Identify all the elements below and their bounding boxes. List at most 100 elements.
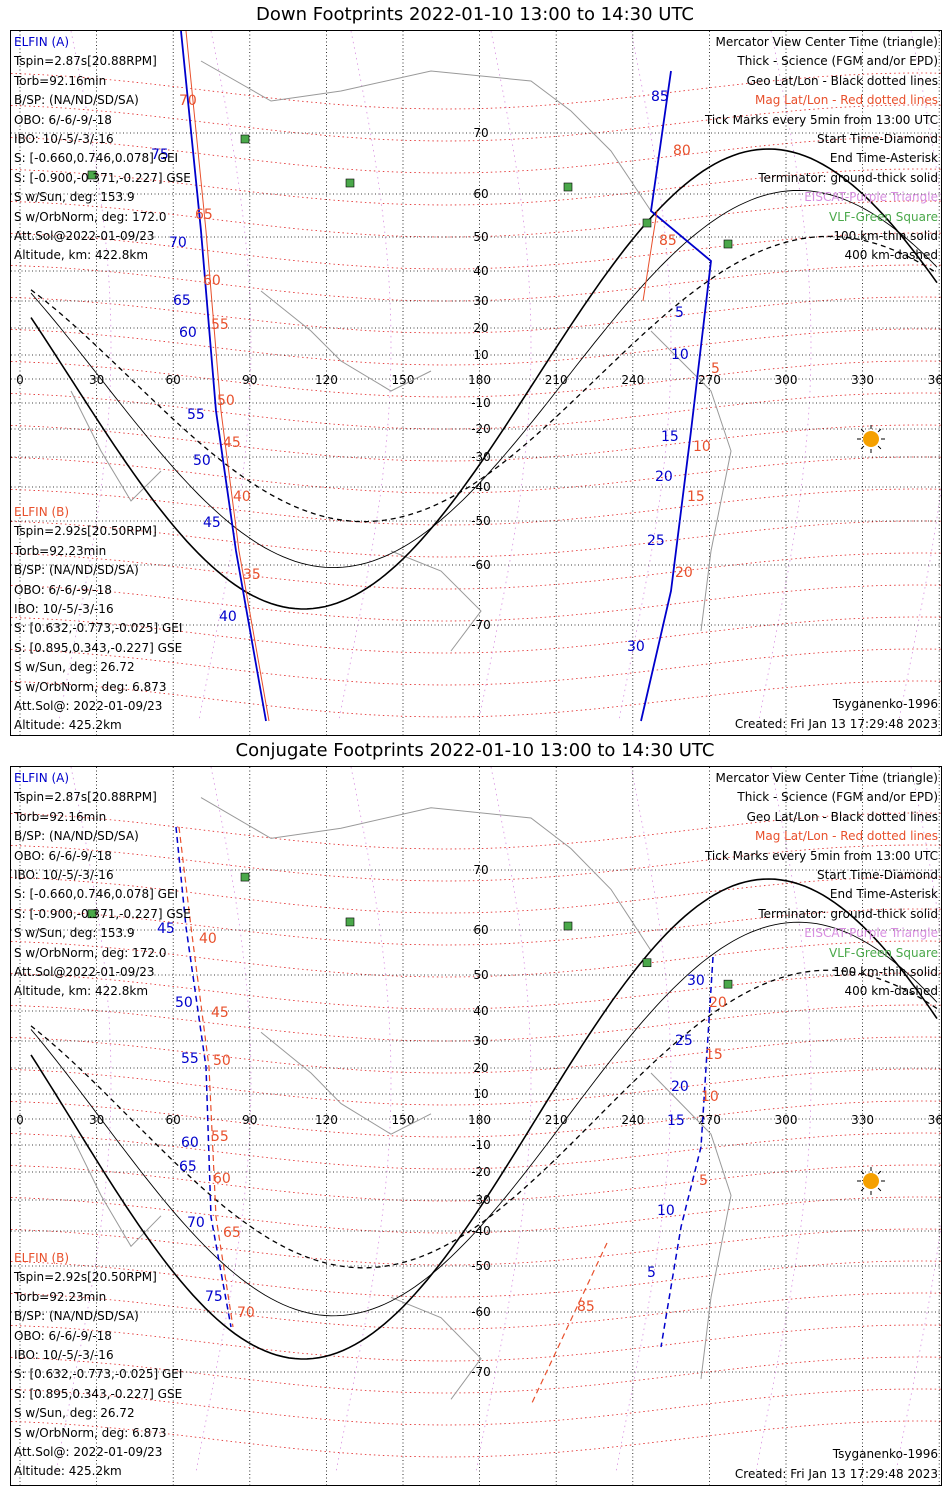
lat-tick-label: -70	[471, 618, 491, 632]
info-line: IBO: 10/-5/-3/-16	[14, 1348, 114, 1363]
info-line: S: [-0.900,-0.371,-0.227] GSE	[14, 170, 191, 185]
info-line: IBO: 10/-5/-3/-16	[14, 132, 114, 147]
sat-b-mag-tick-label: 5	[699, 1173, 708, 1189]
lon-tick-label: 30	[89, 1113, 104, 1127]
vlf-station-square	[642, 218, 652, 228]
model-label: Tsyganenko-1996	[832, 1447, 938, 1461]
lat-tick-label: 10	[473, 348, 488, 362]
sat-b-mag-tick-label: 80	[673, 143, 691, 159]
sat-b-track-tick-label: 20	[655, 469, 673, 485]
vlf-station-square	[723, 239, 733, 249]
info-line: Altitude, km: 422.8km	[14, 248, 149, 263]
info-line: S w/Sun, deg: 153.9	[14, 190, 135, 205]
lat-tick-label: 50	[473, 230, 488, 244]
lat-tick-label: -60	[471, 1305, 491, 1319]
info-line: OBO: 6/-6/-9/-18	[14, 582, 112, 597]
sat-a-track-tick-label: 75	[205, 1289, 223, 1305]
legend-entry: VLF-Green Square	[829, 209, 938, 224]
lon-tick-label: 180	[468, 373, 491, 387]
lat-tick-label: 50	[473, 968, 488, 982]
sat-a-header: ELFIN (A)	[14, 771, 70, 785]
lon-tick-label: 360	[928, 373, 941, 387]
legend-entry: 400 km-dashed	[844, 984, 938, 999]
info-line: IBO: 10/-5/-3/-16	[14, 868, 114, 883]
sat-a-track-tick-label: 40	[219, 609, 237, 625]
sat-b-track	[640, 70, 712, 722]
legend-entry: Thick - Science (FGM and/or EPD)	[737, 54, 938, 69]
info-line: Altitude: 425.2km	[14, 1464, 122, 1479]
terminator-ground	[30, 878, 938, 1360]
lat-tick-label: 20	[473, 321, 488, 335]
sat-a-mag-tick-label: 40	[199, 931, 217, 947]
sat-a-info: ELFIN (A) Tspin=2.87s[20.88RPM] Torb=92.1…	[14, 769, 191, 1002]
lat-tick-label: -50	[471, 514, 491, 528]
sat-b-mag-tick-label: 20	[709, 995, 727, 1011]
lon-tick-label: 360	[928, 1113, 941, 1127]
sat-a-track-tick-label: 45	[157, 921, 175, 937]
info-line: Tspin=2.92s[20.50RPM]	[14, 524, 157, 539]
info-line: S w/OrbNorm, deg: 172.0	[14, 209, 167, 224]
legend-entry: 100 km-thin solid	[833, 229, 938, 244]
sat-a-mag-tick-label: 60	[213, 1171, 231, 1187]
legend-entry: Geo Lat/Lon - Black dotted lines	[746, 809, 938, 824]
lon-tick-label: 60	[166, 1113, 181, 1127]
sat-b-mag	[642, 210, 658, 302]
sat-a-track-tick-label: 70	[187, 1215, 205, 1231]
sat-a-track-tick-label: 60	[181, 1135, 199, 1151]
sat-b-lines: Tspin=2.92s[20.50RPM] Torb=92.23min B/SP: …	[14, 522, 182, 735]
sat-a-mag-tick-label: 70	[237, 1305, 255, 1321]
vlf-station-square	[563, 921, 573, 931]
legend-entry: Start Time-Diamond	[816, 132, 938, 147]
legend-entry: End Time-Asterisk	[829, 887, 938, 902]
info-line: S: [0.632,-0.773,-0.025] GEI	[14, 1367, 183, 1382]
sat-a-mag-tick-label: 60	[203, 273, 221, 289]
sat-b-info: ELFIN (B) Tspin=2.92s[20.50RPM] Torb=92.2…	[14, 1249, 182, 1482]
sat-b-mag-tick-label: 15	[705, 1047, 723, 1063]
coastline	[650, 1072, 732, 1379]
lat-tick-label: -50	[471, 1259, 491, 1273]
sun-ray	[877, 1187, 882, 1192]
vlf-station-square	[723, 979, 733, 989]
legend-entry: Start Time-Diamond	[816, 868, 938, 883]
vlf-station-square	[642, 958, 652, 968]
sat-a-track-tick-label: 75	[151, 147, 169, 163]
sun-ray	[877, 428, 882, 433]
terminator-400km	[30, 235, 938, 523]
info-line: Altitude, km: 422.8km	[14, 984, 149, 999]
lat-tick-label: 20	[473, 1061, 488, 1075]
lon-tick-label: 30	[89, 373, 104, 387]
map-legend: Mercator View Center Time (triangle) Thic…	[705, 769, 938, 1002]
lon-tick-label: 330	[851, 373, 874, 387]
lat-tick-label: 60	[473, 923, 488, 937]
lon-tick-label: 150	[392, 1113, 415, 1127]
lon-tick-label: 210	[545, 373, 568, 387]
lat-tick-label: 70	[473, 863, 488, 877]
lat-tick-label: 10	[473, 1087, 488, 1101]
legend-entry: Terminator: ground-thick solid	[758, 170, 938, 185]
sat-b-mag-tick-label: 5	[711, 361, 720, 377]
lat-tick-label: -30	[471, 450, 491, 464]
info-line: B/SP: (NA/ND/SD/SA)	[14, 829, 139, 844]
sat-b-track-tick-label: 30	[627, 639, 645, 655]
coastline	[390, 550, 482, 652]
created-timestamp: Created: Fri Jan 13 17:29:48 2023	[734, 1467, 938, 1481]
vlf-station-square	[240, 134, 250, 144]
sat-b-track-tick-label: 15	[667, 1113, 685, 1129]
panel-title-down: Down Footprints 2022-01-10 13:00 to 14:3…	[256, 4, 694, 25]
sat-a-track-tick-label: 55	[181, 1051, 199, 1067]
legend-entry: 400 km-dashed	[844, 248, 938, 263]
sat-a-track-tick-label: 60	[179, 325, 197, 341]
lon-tick-label: 0	[16, 373, 24, 387]
legend-entry: Mag Lat/Lon - Red dotted lines	[754, 93, 938, 108]
terminator-ground	[30, 148, 938, 610]
lon-tick-label: 270	[698, 1113, 721, 1127]
sat-a-mag-tick-label: 50	[217, 393, 235, 409]
coastline	[70, 390, 162, 502]
map-legend: Mercator View Center Time (triangle) Thic…	[705, 33, 938, 266]
created-timestamp: Created: Fri Jan 13 17:29:48 2023	[734, 717, 938, 731]
sat-b-info: ELFIN (B) Tspin=2.92s[20.50RPM] Torb=92.2…	[14, 503, 182, 735]
sat-a-mag-tick-label: 55	[211, 317, 229, 333]
info-line: Att.Sol@: 2022-01-09/23	[14, 699, 163, 714]
info-line: Att.Sol@2022-01-09/23	[14, 229, 155, 244]
